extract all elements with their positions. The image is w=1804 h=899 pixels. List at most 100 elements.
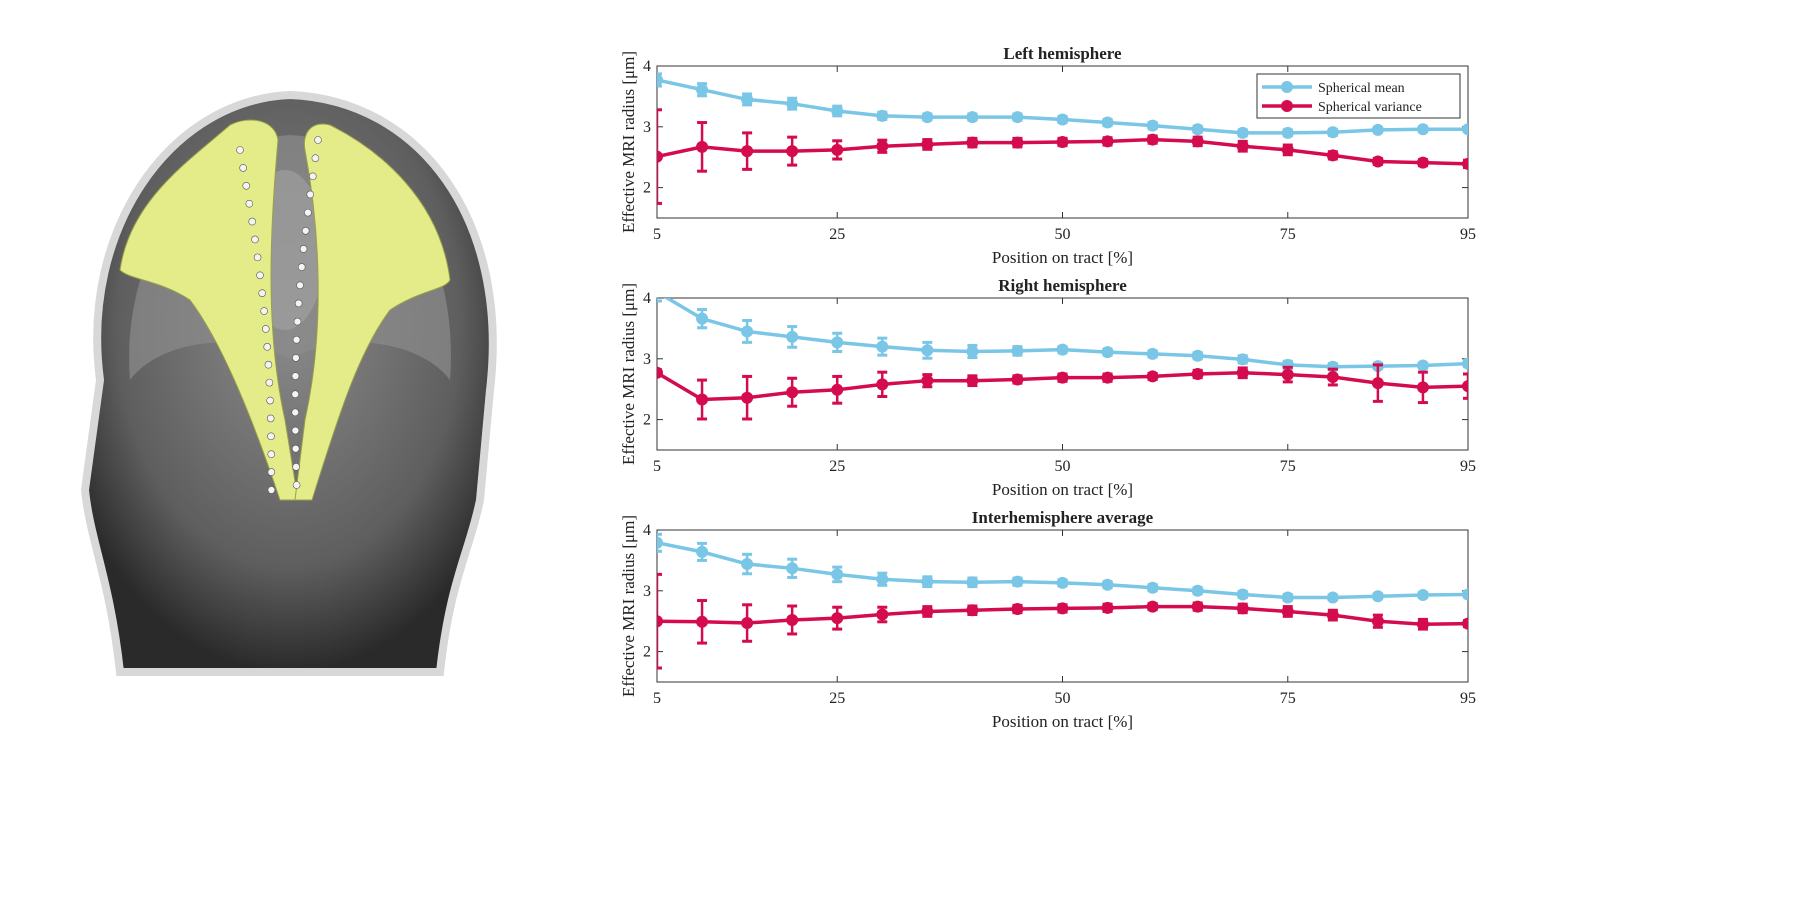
tract-sample-point — [296, 281, 304, 290]
x-tick-label: 75 — [1280, 690, 1296, 707]
data-point — [876, 340, 889, 353]
tract-sample-point — [264, 360, 273, 369]
data-point — [741, 145, 754, 158]
tract-sample-point — [236, 146, 244, 154]
data-point — [1416, 618, 1429, 631]
y-tick-label: 3 — [643, 351, 651, 368]
x-axis-label: Position on tract [%] — [992, 248, 1133, 267]
y-tick-label: 4 — [643, 290, 651, 307]
data-point — [1236, 140, 1249, 153]
y-axis-label: Effective MRI radius [μm] — [619, 51, 638, 233]
data-point — [786, 330, 799, 343]
chart-title: Interhemisphere average — [972, 508, 1154, 527]
x-tick-label: 95 — [1460, 458, 1476, 475]
tract-sample-point — [245, 199, 254, 208]
data-point — [657, 536, 663, 549]
tract-sample-point — [293, 317, 302, 326]
data-point — [1146, 119, 1159, 132]
data-point — [1191, 584, 1204, 597]
data-point — [1371, 155, 1384, 168]
data-point — [786, 145, 799, 158]
tract-sample-point — [299, 245, 308, 253]
y-tick-label: 4 — [643, 58, 651, 75]
tract-sample-point — [292, 354, 300, 362]
data-point — [1056, 371, 1069, 384]
tract-sample-point — [256, 271, 264, 280]
data-point — [1101, 135, 1114, 148]
data-point — [1191, 600, 1204, 613]
chart-title: Right hemisphere — [998, 276, 1127, 295]
data-point — [1056, 602, 1069, 615]
data-point — [1462, 617, 1468, 630]
data-point — [1146, 600, 1159, 613]
data-point — [876, 573, 889, 586]
data-point — [876, 608, 889, 621]
data-point — [1236, 366, 1249, 379]
data-point — [831, 336, 844, 349]
x-tick-label: 25 — [829, 690, 845, 707]
error-bar — [657, 108, 662, 205]
legend-label: Spherical mean — [1318, 81, 1405, 96]
error-bar — [1463, 372, 1468, 400]
data-point — [1462, 380, 1468, 393]
data-point — [741, 325, 754, 338]
tract-sample-point — [258, 289, 266, 297]
data-point — [1011, 603, 1024, 616]
data-point — [1011, 344, 1024, 357]
data-point — [657, 615, 663, 628]
data-point — [1056, 136, 1069, 148]
data-point — [921, 605, 934, 618]
data-point — [1462, 157, 1468, 170]
data-point — [1191, 349, 1204, 362]
data-point — [1371, 377, 1384, 390]
chart-title: Left hemisphere — [1003, 44, 1122, 63]
data-point — [696, 312, 709, 325]
data-point — [921, 575, 934, 588]
tract-sample-point — [261, 325, 270, 333]
tract-sample-point — [311, 154, 320, 162]
data-point — [696, 393, 709, 406]
data-point — [876, 140, 889, 153]
tract-sample-point — [291, 426, 300, 435]
data-point — [1056, 113, 1069, 126]
x-tick-label: 5 — [653, 226, 661, 243]
tract-sample-point — [266, 414, 275, 423]
data-point — [1416, 123, 1429, 136]
tract-sample-point — [297, 263, 306, 271]
left-fiber-tract — [119, 119, 299, 501]
tract-sample-point — [291, 444, 300, 453]
x-tick-label: 50 — [1055, 226, 1071, 243]
tract-sample-point — [265, 378, 274, 387]
data-point — [1371, 123, 1384, 136]
y-tick-label: 2 — [643, 644, 651, 661]
brain-mri-tractography-image — [80, 90, 497, 676]
legend-label: Spherical variance — [1318, 100, 1422, 115]
tract-sample-point — [251, 235, 259, 244]
x-tick-label: 25 — [829, 458, 845, 475]
y-tick-label: 3 — [643, 119, 651, 136]
y-tick-label: 2 — [643, 180, 651, 197]
x-tick-label: 75 — [1280, 458, 1296, 475]
data-point — [1326, 371, 1339, 384]
data-point — [1191, 368, 1204, 380]
data-point — [921, 344, 934, 357]
data-point — [1011, 111, 1024, 124]
data-point — [741, 93, 754, 106]
tract-sample-point — [267, 468, 276, 476]
x-tick-label: 95 — [1460, 690, 1476, 707]
x-tick-label: 5 — [653, 690, 661, 707]
chart-2: Interhemisphere average 5 25 50 75 95 2 3 4 Posit… — [619, 508, 1476, 731]
data-point — [921, 138, 934, 151]
y-tick-label: 4 — [643, 522, 651, 539]
data-point — [1326, 609, 1339, 622]
data-point — [1281, 126, 1294, 139]
x-tick-label: 95 — [1460, 226, 1476, 243]
tract-sample-point — [314, 136, 322, 144]
data-point — [1056, 576, 1069, 589]
data-point — [1281, 605, 1294, 618]
tract-sample-point — [294, 299, 303, 308]
data-point — [1326, 149, 1339, 162]
data-point — [786, 613, 799, 626]
data-point — [876, 378, 889, 391]
